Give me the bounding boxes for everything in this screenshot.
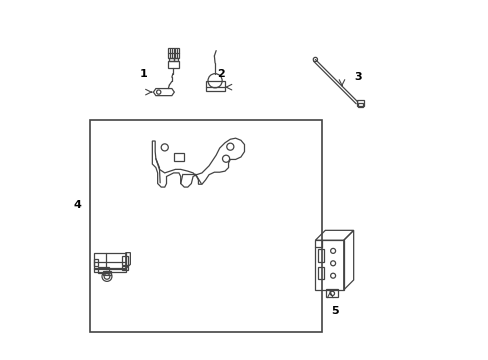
Bar [98, 267, 109, 273]
Bar [94, 268, 125, 272]
Text: 4: 4 [74, 200, 81, 210]
Bar [168, 61, 179, 68]
Bar [169, 58, 173, 61]
Bar [122, 266, 127, 270]
Bar [317, 267, 323, 279]
Bar [168, 48, 179, 58]
Text: 2: 2 [217, 69, 225, 79]
Bar [317, 249, 323, 261]
Bar [94, 259, 98, 266]
Text: 5: 5 [330, 306, 338, 316]
Bar [325, 289, 338, 297]
Bar [94, 253, 125, 269]
Bar [90, 120, 322, 332]
Text: 1: 1 [139, 69, 147, 79]
Bar [356, 100, 364, 105]
Bar [173, 58, 178, 61]
Bar [102, 271, 110, 275]
Bar [357, 103, 362, 107]
Bar [122, 256, 127, 265]
Bar [173, 153, 184, 161]
Bar [315, 240, 343, 290]
Bar [205, 81, 224, 91]
Text: 3: 3 [353, 72, 361, 82]
